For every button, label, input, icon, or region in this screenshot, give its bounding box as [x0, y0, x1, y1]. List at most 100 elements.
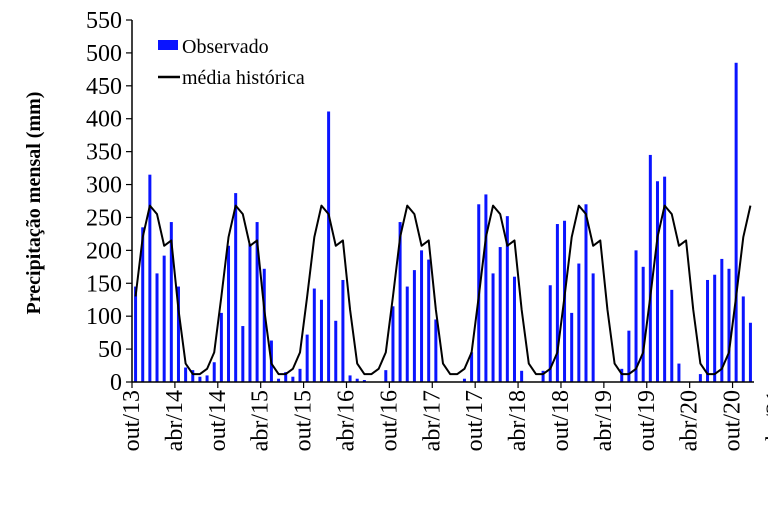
x-tick-label: abr/21 — [762, 390, 768, 451]
bar-observado-9 — [198, 376, 202, 382]
x-tick-label: abr/14 — [162, 390, 188, 451]
bar-observado-76 — [677, 363, 681, 382]
x-tick-label: abr/15 — [248, 390, 274, 451]
bar-observado-57 — [541, 370, 545, 382]
bar-observado-71 — [641, 266, 645, 382]
bar-observado-27 — [327, 111, 331, 383]
x-tick-label: out/20 — [720, 390, 746, 451]
bar-observado-38 — [405, 286, 409, 382]
x-tick-label: out/14 — [205, 390, 231, 451]
historical-mean-line-layer — [134, 204, 752, 376]
bar-observado-29 — [341, 279, 345, 382]
bar-observado-79 — [698, 374, 702, 382]
bar-observado-28 — [334, 320, 338, 382]
bar-observado-35 — [384, 370, 388, 382]
bar-observado-10 — [205, 375, 209, 382]
bar-observado-62 — [577, 263, 581, 382]
x-tick-label: out/15 — [291, 390, 317, 451]
bar-observado-18 — [262, 268, 266, 382]
x-axis-ticks: out/13 abr/14 out/14 abr/15 out/15 abr/16 out/… — [119, 382, 768, 451]
bar-observado-13 — [227, 245, 231, 382]
bar-observado-81 — [713, 274, 717, 382]
observed-bars — [134, 62, 752, 383]
bar-observado-64 — [591, 273, 595, 382]
y-tick-label: 0 — [110, 370, 122, 396]
x-tick-label: abr/16 — [333, 390, 359, 451]
x-tick-label: out/13 — [119, 390, 145, 451]
x-tick-label: abr/17 — [419, 390, 445, 451]
x-tick-label: out/17 — [462, 390, 488, 451]
bar-observado-86 — [748, 322, 752, 382]
bar-observado-15 — [241, 326, 245, 382]
bar-observado-22 — [291, 376, 295, 382]
bar-observado-32 — [362, 380, 366, 382]
bar-observado-25 — [312, 288, 316, 382]
bar-observado-63 — [584, 204, 588, 382]
bar-observado-47 — [470, 352, 474, 382]
bar-observado-30 — [348, 375, 352, 382]
bar-observado-42 — [434, 319, 438, 382]
y-tick-label: 150 — [86, 271, 122, 297]
bar-observado-83 — [727, 268, 731, 382]
y-axis-ticks: 0 50 100 150 200 250 300 350 400 450 500 550 — [86, 8, 132, 396]
y-tick-label: 300 — [86, 173, 122, 199]
bar-observado-8 — [191, 370, 195, 382]
bar-observado-37 — [398, 222, 402, 382]
bar-observado-50 — [491, 273, 495, 382]
bar-observado-4 — [162, 255, 166, 382]
bar-observado-68 — [620, 368, 624, 382]
bar-observado-36 — [391, 306, 395, 382]
x-tick-label: out/18 — [548, 390, 574, 451]
legend: Observado média histórica — [158, 36, 305, 89]
x-tick-label: abr/19 — [591, 390, 617, 451]
bar-observado-26 — [319, 299, 323, 382]
y-tick-label: 200 — [86, 238, 122, 264]
legend-observado-label: Observado — [182, 36, 269, 58]
bar-observado-85 — [741, 296, 745, 382]
x-tick-label: abr/20 — [677, 390, 703, 451]
bar-observado-11 — [212, 362, 216, 382]
bar-observado-74 — [663, 176, 667, 382]
bar-observado-70 — [634, 250, 638, 382]
bar-observado-51 — [498, 247, 502, 382]
bar-observado-1 — [141, 227, 145, 382]
bar-observado-53 — [512, 276, 516, 382]
bar-observado-12 — [219, 312, 223, 382]
bar-observado-17 — [255, 222, 259, 382]
y-tick-label: 450 — [86, 74, 122, 100]
bar-observado-21 — [284, 372, 288, 382]
bar-observado-73 — [655, 181, 659, 382]
bar-observado-31 — [355, 378, 359, 382]
bar-observado-40 — [420, 250, 424, 382]
bar-observado-72 — [648, 154, 652, 382]
legend-media-historica-label: média histórica — [182, 67, 305, 89]
bar-observado-49 — [484, 194, 488, 382]
bar-observado-58 — [548, 285, 552, 382]
y-tick-label: 100 — [86, 304, 122, 330]
bar-observado-52 — [505, 216, 509, 382]
bar-observado-84 — [734, 62, 738, 382]
bar-observado-0 — [134, 286, 138, 382]
y-tick-label: 500 — [86, 41, 122, 67]
bar-observado-69 — [627, 330, 631, 382]
bar-observado-61 — [570, 312, 574, 382]
bar-observado-54 — [520, 370, 524, 382]
y-tick-label: 250 — [86, 205, 122, 231]
bar-observado-3 — [155, 273, 159, 382]
y-tick-label: 50 — [98, 337, 122, 363]
legend-observado-swatch — [158, 40, 178, 50]
bar-observado-23 — [298, 368, 302, 382]
line-media-historica — [134, 204, 752, 376]
x-tick-label: out/16 — [376, 390, 402, 451]
y-axis-title: Precipitação mensal (mm) — [23, 92, 45, 315]
bar-observado-7 — [184, 367, 188, 382]
bar-observado-6 — [176, 286, 180, 382]
bar-observado-2 — [148, 174, 152, 382]
bar-observado-82 — [720, 258, 724, 382]
bar-observado-24 — [305, 334, 309, 382]
bar-observado-39 — [412, 270, 416, 382]
x-tick-label: abr/18 — [505, 390, 531, 451]
bar-observado-46 — [462, 378, 466, 382]
bar-observado-20 — [277, 378, 281, 382]
